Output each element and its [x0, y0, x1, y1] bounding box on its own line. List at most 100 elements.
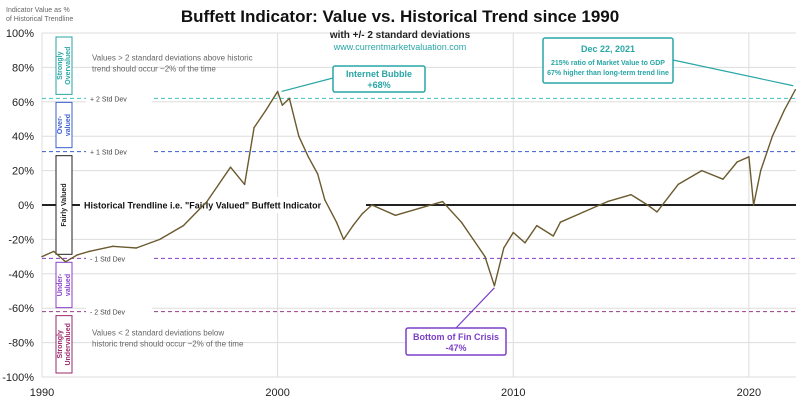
trendline-label-bg — [80, 197, 366, 213]
data-point — [646, 204, 649, 206]
data-point — [88, 250, 90, 253]
y-tick-label: -20% — [8, 234, 34, 246]
valuation-zone-label: Strongly — [57, 330, 64, 358]
data-point — [472, 238, 474, 241]
data-point — [53, 250, 55, 253]
internet-bubble-arrow — [281, 77, 334, 93]
note-above-trend: trend should occur ~2% of the time — [92, 65, 216, 74]
data-point — [418, 207, 420, 210]
y-tick-label: -80% — [8, 338, 34, 350]
data-point — [512, 231, 514, 234]
internet-bubble-callout-box — [332, 65, 426, 93]
data-point — [583, 211, 585, 213]
valuation-zone-box — [55, 101, 73, 149]
fin-crisis-arrow — [455, 287, 495, 329]
y-tick-label: 20% — [12, 166, 34, 178]
std-dev-label: - 2 Std Dev — [90, 310, 126, 317]
y-tick-label: -60% — [8, 303, 34, 315]
y-tick-label: 80% — [12, 62, 34, 74]
data-point — [460, 221, 463, 223]
valuation-zone-box — [55, 36, 73, 95]
x-tick-label: 1990 — [30, 387, 54, 399]
data-point — [630, 193, 632, 196]
data-point — [64, 261, 67, 263]
data-point — [229, 166, 232, 168]
series-layer — [41, 89, 796, 287]
data-point — [41, 255, 43, 258]
data-point — [135, 247, 137, 249]
valuation-zone-label: Under- — [57, 273, 64, 296]
y-tick-label: 0% — [18, 200, 34, 212]
valuation-zone-box — [55, 155, 73, 255]
data-point — [394, 214, 397, 217]
x-axis: 1990 2000 2010 2020 — [30, 387, 761, 399]
latest-value-date: Dec 22, 2021 — [581, 44, 635, 54]
data-point — [677, 183, 679, 186]
data-point — [536, 224, 538, 227]
internet-bubble-callout-text: +68% — [367, 80, 390, 90]
data-point — [524, 242, 526, 244]
y-tick-label: 100% — [6, 28, 34, 40]
chart-subtitle: with +/- 2 standard deviations — [329, 30, 471, 41]
data-point — [281, 104, 284, 106]
valuation-zone-box — [55, 315, 73, 374]
x-tick-label: 2010 — [501, 387, 525, 399]
data-point — [783, 109, 785, 112]
data-point — [265, 109, 267, 112]
data-point — [361, 212, 364, 215]
valuation-zone-box — [55, 261, 73, 309]
data-point — [206, 200, 208, 203]
y-axis: 100% 80% 60% 40% 20% 0% -20% -40% -60% -80% -100% — [2, 28, 34, 384]
series-line — [41, 89, 796, 287]
data-point — [484, 255, 486, 258]
data-point — [656, 211, 658, 213]
fin-crisis-callout-text: -47% — [445, 343, 466, 353]
x-tick-label: 2020 — [737, 387, 761, 399]
data-point — [276, 90, 279, 93]
valuation-zone-label: Overvalued — [65, 47, 72, 85]
data-point — [771, 135, 774, 137]
valuation-zone-label: valued — [65, 114, 72, 136]
source-url: www.currentmarketvaluation.com — [333, 42, 467, 52]
data-point — [159, 238, 161, 241]
y-tick-label: 40% — [12, 131, 34, 143]
std-dev-bands: Historical Trendline i.e. "Fairly Valued… — [42, 92, 796, 318]
data-point — [253, 126, 255, 129]
y-axis-title-line-2: of Historical Trendline — [6, 16, 73, 23]
data-point — [736, 161, 738, 163]
valuation-zone-label: Over- — [57, 115, 64, 134]
valuation-zone-label: Strongly — [57, 51, 64, 79]
data-point — [794, 89, 796, 91]
data-point — [342, 238, 345, 241]
latest-value-detail: 67% higher than long-term trend line — [547, 70, 669, 77]
std-dev-label: + 1 Std Dev — [90, 150, 127, 157]
x-tick-label: 2000 — [265, 387, 289, 399]
y-tick-label: -40% — [8, 269, 34, 281]
valuation-zone-label: Undervalued — [65, 323, 72, 365]
note-below-trend: Values < 2 standard deviations below — [92, 329, 224, 338]
y-tick-label: -100% — [2, 372, 34, 384]
data-point — [759, 169, 762, 172]
valuation-zone-label: Fairly Valued — [61, 183, 68, 226]
data-point — [335, 221, 338, 223]
data-point — [352, 224, 354, 227]
data-point — [182, 224, 185, 227]
data-point — [243, 183, 246, 186]
note-below-trend: historic trend should occur ~2% of the t… — [92, 340, 244, 349]
data-point — [307, 156, 309, 158]
std-dev-label-bg — [86, 92, 152, 105]
data-point — [316, 173, 319, 175]
data-point — [76, 254, 79, 256]
data-point — [722, 178, 724, 180]
fin-crisis-callout-text: Bottom of Fin Crisis — [413, 332, 499, 342]
data-point — [559, 221, 562, 223]
std-dev-label-bg — [86, 145, 152, 158]
std-dev-label: - 1 Std Dev — [90, 256, 126, 263]
std-dev-label-bg — [86, 252, 152, 265]
latest-value-detail: 215% ratio of Market Value to GDP — [551, 60, 665, 67]
annotations: Internet Bubble+68% Bottom of Fin Crisis-… — [281, 37, 794, 356]
data-point — [701, 169, 703, 172]
data-point — [298, 135, 300, 137]
data-point — [111, 245, 114, 247]
